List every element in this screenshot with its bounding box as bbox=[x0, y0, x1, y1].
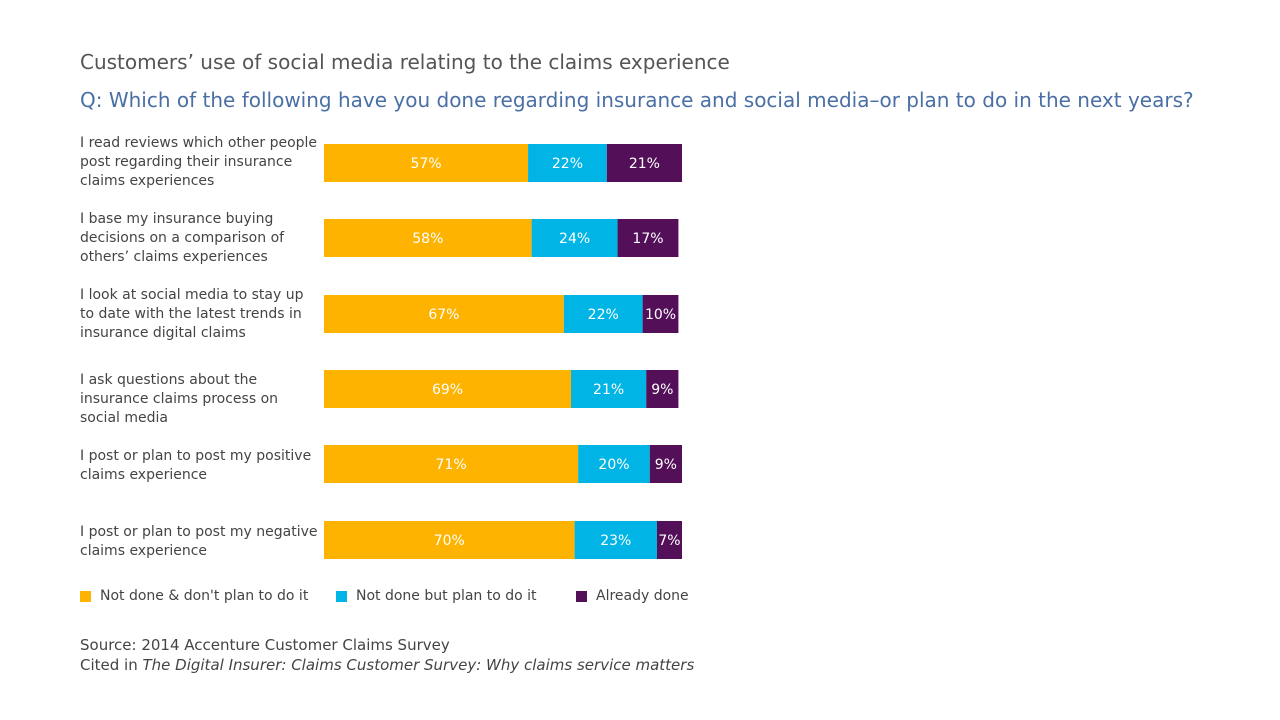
value-label-already-done-row-4: 9% bbox=[651, 382, 673, 398]
bar-already-done-row-1 bbox=[606, 144, 682, 182]
bar-plan-to-do-row-4 bbox=[571, 370, 647, 408]
legend-label-already-done: Already done bbox=[596, 588, 689, 604]
bar-not-done-row-6 bbox=[324, 521, 575, 559]
legend-item-plan-to-do: Not done but plan to do it bbox=[336, 588, 537, 604]
bar-plan-to-do-row-6 bbox=[574, 521, 657, 559]
row-label-negative-experience: I post or plan to post my negative claim… bbox=[80, 524, 318, 559]
value-label-already-done-row-6: 7% bbox=[658, 533, 680, 549]
chart-subtitle: Q: Which of the following have you done … bbox=[80, 88, 1194, 112]
value-label-not-done-row-1: 57% bbox=[410, 156, 441, 172]
value-label-already-done-row-2: 17% bbox=[632, 231, 663, 247]
cited-note: Cited in The Digital Insurer: Claims Cus… bbox=[80, 656, 694, 674]
legend-item-not-done: Not done & don't plan to do it bbox=[80, 588, 308, 604]
legend-swatch-not-done bbox=[80, 590, 91, 602]
value-label-plan-to-do-row-3: 22% bbox=[588, 307, 619, 323]
legend-label-plan-to-do: Not done but plan to do it bbox=[356, 588, 537, 604]
bar-plan-to-do-row-2 bbox=[531, 219, 618, 257]
row-label-buying-decisions: I base my insurance buying decisions on … bbox=[80, 211, 285, 265]
value-label-plan-to-do-row-5: 20% bbox=[598, 457, 629, 473]
value-label-already-done-row-5: 9% bbox=[655, 457, 677, 473]
bar-already-done-row-2 bbox=[617, 219, 679, 257]
legend: Not done & don't plan to do it Not done … bbox=[80, 588, 720, 608]
legend-item-already-done: Already done bbox=[576, 588, 689, 604]
bar-not-done-row-2 bbox=[324, 219, 532, 257]
value-label-not-done-row-2: 58% bbox=[412, 231, 443, 247]
value-label-plan-to-do-row-6: 23% bbox=[600, 533, 631, 549]
bar-already-done-row-3 bbox=[642, 295, 679, 333]
row-label-read-reviews: I read reviews which other people post r… bbox=[80, 135, 318, 189]
source-note: Source: 2014 Accenture Customer Claims S… bbox=[80, 636, 450, 654]
bar-not-done-row-5 bbox=[324, 445, 579, 483]
bar-already-done-row-5 bbox=[649, 445, 682, 483]
bar-plan-to-do-row-3 bbox=[563, 295, 643, 333]
bar-already-done-row-4 bbox=[646, 370, 679, 408]
value-label-not-done-row-4: 69% bbox=[432, 382, 463, 398]
row-label-latest-trends: I look at social media to stay up to dat… bbox=[80, 287, 304, 341]
value-label-plan-to-do-row-1: 22% bbox=[552, 156, 583, 172]
legend-label-not-done: Not done & don't plan to do it bbox=[100, 588, 309, 604]
value-label-not-done-row-5: 71% bbox=[436, 457, 467, 473]
value-label-plan-to-do-row-2: 24% bbox=[559, 231, 590, 247]
value-label-not-done-row-6: 70% bbox=[434, 533, 465, 549]
value-label-already-done-row-3: 10% bbox=[645, 307, 676, 323]
row-label-positive-experience: I post or plan to post my positive claim… bbox=[80, 448, 312, 483]
bar-not-done-row-4 bbox=[324, 370, 572, 408]
bar-not-done-row-1 bbox=[324, 144, 529, 182]
cited-prefix: Cited in bbox=[80, 656, 143, 674]
legend-swatch-already-done bbox=[576, 590, 587, 602]
row-label-ask-questions: I ask questions about the insurance clai… bbox=[80, 372, 279, 426]
bar-plan-to-do-row-5 bbox=[578, 445, 650, 483]
value-label-not-done-row-3: 67% bbox=[428, 307, 459, 323]
bar-already-done-row-6 bbox=[656, 521, 682, 559]
bar-plan-to-do-row-1 bbox=[528, 144, 607, 182]
legend-swatch-plan-to-do bbox=[336, 590, 347, 602]
value-label-already-done-row-1: 21% bbox=[629, 156, 660, 172]
cited-title: The Digital Insurer: Claims Customer Sur… bbox=[142, 656, 695, 674]
value-label-plan-to-do-row-4: 21% bbox=[593, 382, 624, 398]
bar-not-done-row-3 bbox=[324, 295, 564, 333]
chart-title: Customers’ use of social media relating … bbox=[80, 50, 730, 74]
